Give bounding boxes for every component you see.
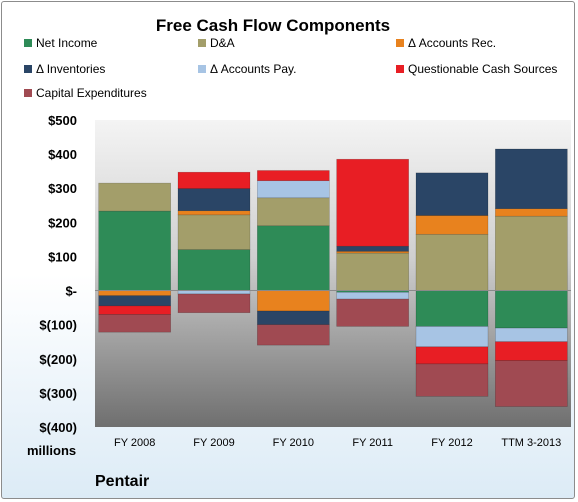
bar-segment-accounts-rec	[257, 290, 330, 312]
bar-segment-accounts-rec	[415, 215, 489, 235]
x-tick-label: FY 2012	[431, 437, 472, 449]
legend-label-questionable-cash-sources: Questionable Cash Sources	[408, 62, 557, 76]
x-tick-label: FY 2009	[193, 437, 234, 449]
legend-label-capital-expenditures: Capital Expenditures	[36, 86, 147, 100]
bar-segment-accounts-pay	[415, 326, 489, 348]
x-tick-label: FY 2011	[352, 437, 393, 449]
bar-segment-capital-expenditures	[257, 324, 330, 346]
bar-segment-questionable-cash-sources	[415, 346, 489, 365]
bar-segment-d-a	[415, 233, 489, 291]
bar-segment-questionable-cash-sources	[495, 341, 568, 361]
y-tick-label: $-	[65, 284, 77, 299]
bar-segment-capital-expenditures	[98, 314, 171, 333]
bar-segment-questionable-cash-sources	[257, 170, 330, 182]
bar-segment-inventories	[177, 188, 251, 212]
plot-area	[95, 120, 571, 427]
x-tick-label: FY 2008	[114, 437, 155, 449]
x-tick-label: TTM 3-2013	[501, 437, 561, 449]
legend: Net Income D&A Δ Accounts Rec. Δ Inventorie…	[24, 36, 557, 100]
y-tick-label: $100	[48, 249, 77, 264]
legend-label-accounts-rec: Δ Accounts Rec.	[408, 36, 496, 50]
bar-segment-inventories	[257, 310, 330, 325]
bar-segment-d-a	[177, 214, 251, 250]
legend-swatch-net-income	[24, 39, 32, 47]
bar-segment-accounts-rec	[495, 208, 568, 217]
bar-segment-net-income	[98, 210, 171, 291]
chart-title: Free Cash Flow Components	[156, 16, 390, 35]
y-tick-label: $400	[48, 147, 77, 162]
legend-label-net-income: Net Income	[36, 36, 98, 50]
legend-label-d-a: D&A	[210, 36, 235, 50]
bar-segment-net-income	[415, 290, 489, 327]
bar-segment-inventories	[495, 148, 568, 209]
bar-segment-capital-expenditures	[495, 360, 568, 407]
bar-segment-accounts-rec	[177, 210, 251, 216]
bar-segment-capital-expenditures	[177, 293, 251, 314]
y-tick-label: $(300)	[39, 386, 77, 401]
bar-segment-accounts-pay	[336, 291, 409, 300]
bar-segment-questionable-cash-sources	[336, 158, 409, 247]
bar-segment-d-a	[336, 252, 409, 291]
unit-label: millions	[27, 443, 76, 458]
bar-segment-net-income	[257, 225, 330, 291]
y-tick-label: $500	[48, 113, 77, 128]
y-tick-label: $300	[48, 181, 77, 196]
bar-segment-d-a	[257, 197, 330, 227]
y-tick-label: $200	[48, 215, 77, 230]
legend-swatch-accounts-rec	[396, 39, 404, 47]
bar-segment-accounts-rec	[98, 290, 171, 296]
legend-swatch-accounts-pay	[198, 65, 206, 73]
legend-swatch-capital-expenditures	[24, 89, 32, 97]
bar-segment-capital-expenditures	[415, 363, 489, 397]
y-axis: $500 $400 $300 $200 $100 $- $(100) $(200) $(300)…	[39, 113, 77, 435]
legend-swatch-inventories	[24, 65, 32, 73]
legend-label-inventories: Δ Inventories	[36, 62, 105, 76]
x-tick-label: FY 2010	[273, 437, 314, 449]
bars	[98, 148, 568, 407]
bar-segment-capital-expenditures	[336, 298, 409, 327]
bar-segment-questionable-cash-sources	[177, 171, 251, 189]
bar-segment-d-a	[495, 215, 568, 291]
bar-segment-inventories	[336, 245, 409, 252]
y-tick-label: $(100)	[39, 318, 77, 333]
legend-label-accounts-pay: Δ Accounts Pay.	[210, 62, 297, 76]
bar-segment-accounts-pay	[177, 290, 251, 295]
legend-swatch-d-a	[198, 39, 206, 47]
y-tick-label: $(400)	[39, 420, 77, 435]
bar-segment-accounts-pay	[257, 180, 330, 199]
bar-segment-inventories	[98, 295, 171, 307]
bar-segment-net-income	[177, 249, 251, 291]
bar-segment-net-income	[495, 290, 568, 329]
legend-swatch-questionable-cash-sources	[396, 65, 404, 73]
bar-segment-accounts-pay	[495, 327, 568, 343]
bar-segment-d-a	[98, 182, 171, 212]
y-tick-label: $(200)	[39, 352, 77, 367]
footer-label: Pentair	[95, 473, 149, 490]
bar-segment-questionable-cash-sources	[98, 305, 171, 315]
bar-segment-inventories	[415, 172, 489, 216]
x-axis: FY 2008 FY 2009 FY 2010 FY 2011 FY 2012 TTM 3…	[114, 437, 561, 449]
